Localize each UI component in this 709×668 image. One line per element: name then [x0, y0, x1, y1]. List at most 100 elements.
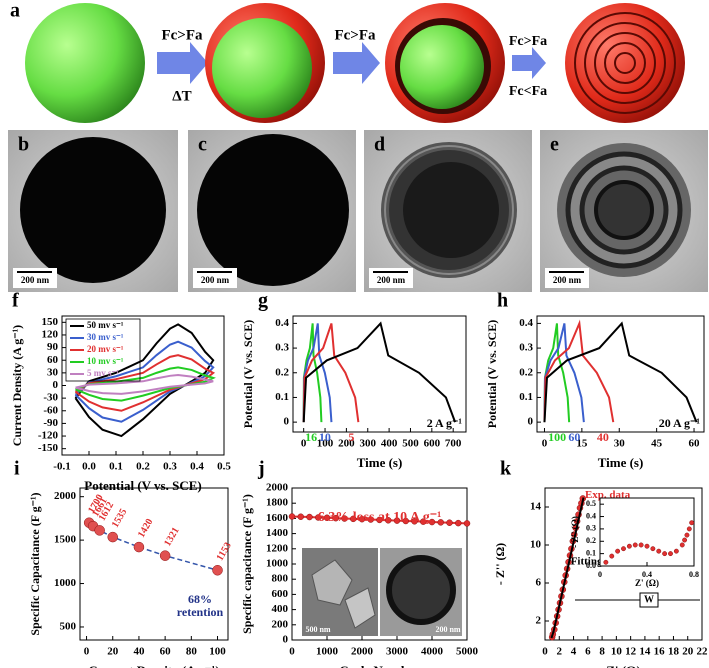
- step-label: Fc>Fa: [509, 34, 547, 49]
- x-tick-label: 20: [107, 646, 119, 658]
- data-point: [603, 559, 609, 565]
- legend-label: 50 mv s⁻¹: [87, 320, 124, 330]
- x-axis-label: Time (s): [357, 455, 403, 470]
- data-point: [682, 537, 688, 543]
- step-label: Fc<Fa: [509, 84, 547, 99]
- x-axis-label: Potential (V vs. SCE): [84, 478, 201, 493]
- data-point: [376, 516, 383, 524]
- x-tick-label: 0.3: [163, 461, 177, 473]
- x-tick-label: 4000: [421, 646, 444, 658]
- x-tick-label: 0.8: [689, 570, 699, 579]
- y-tick-label: 0: [283, 634, 289, 646]
- x-tick-label: 700: [445, 438, 462, 450]
- data-point: [662, 551, 668, 557]
- ring: [614, 52, 636, 74]
- annotation: retention: [177, 605, 224, 619]
- panel-label: a: [10, 0, 20, 22]
- x-tick-label: 3000: [386, 646, 409, 658]
- y-tick-label: 2000: [266, 482, 289, 494]
- plot-frame: [544, 487, 703, 641]
- x-tick-label: 6: [585, 646, 591, 658]
- y-tick-label: 0.4: [586, 511, 596, 520]
- series-line: [74, 323, 215, 438]
- y-tick-label: 400: [272, 603, 289, 615]
- y-tick-label: 600: [272, 588, 289, 600]
- y-axis-label: Potential (V vs. SCE): [241, 320, 255, 428]
- arrow: [512, 47, 546, 79]
- x-axis-label: Z' (Ω): [635, 578, 659, 588]
- x-tick-label: 1000: [316, 646, 339, 658]
- x-axis-label: Time (s): [598, 455, 644, 470]
- y-tick-label: 10: [530, 539, 542, 551]
- y-tick-label: 200: [272, 618, 289, 630]
- y-tick-label: 0.2: [275, 366, 289, 378]
- data-point: [159, 550, 171, 561]
- series-line: [302, 323, 360, 423]
- y-tick-label: 2000: [54, 490, 77, 502]
- core: [212, 18, 312, 118]
- panel-label: k: [500, 458, 512, 480]
- x-tick-label: 400: [381, 438, 398, 450]
- data-point: [288, 513, 296, 520]
- y-tick-label: 1000: [266, 558, 289, 570]
- x-tick-label: 200: [338, 438, 355, 450]
- series-line: [550, 497, 585, 639]
- scale-bar-label: 500 nm: [305, 625, 330, 634]
- x-tick-label: 20: [682, 646, 694, 658]
- scale-bar-label: 200 nm: [201, 275, 230, 285]
- ring: [574, 12, 676, 114]
- y-tick-label: 0.1: [586, 548, 596, 557]
- y-tick-label: -30: [43, 392, 58, 404]
- x-tick-label: 600: [424, 438, 441, 450]
- data-point: [402, 517, 409, 525]
- y-tick-label: 120: [42, 328, 59, 340]
- x-tick-label: 5000: [456, 646, 479, 658]
- data-point: [615, 548, 621, 554]
- y-tick-label: 1800: [266, 497, 289, 509]
- x-tick-label: 100: [317, 438, 334, 450]
- panel-label: b: [18, 134, 29, 156]
- series-label: 20 A g⁻¹: [659, 416, 701, 430]
- series-label: 10: [319, 430, 331, 444]
- circuit-label: W: [644, 594, 654, 605]
- x-tick-label: 500: [402, 438, 419, 450]
- scale-bar-label: 200 nm: [377, 275, 406, 285]
- y-tick-label: 500: [60, 621, 77, 633]
- step-label: ΔT: [172, 88, 191, 104]
- data-point: [385, 517, 392, 524]
- y-tick-label: 1400: [266, 527, 289, 539]
- x-tick-label: 2: [557, 646, 563, 658]
- particle: [386, 555, 456, 625]
- panel-label: d: [374, 134, 385, 156]
- legend-frame: [65, 318, 141, 382]
- data-point: [650, 546, 656, 552]
- x-tick-label: 45: [651, 438, 663, 450]
- y-tick-label: 0.2: [586, 536, 596, 545]
- core: [403, 162, 499, 258]
- plot-frame: [292, 315, 467, 433]
- series-line: [74, 354, 216, 412]
- y-tick-label: 0.1: [275, 391, 289, 403]
- x-tick-label: 0.0: [82, 461, 96, 473]
- data-point: [358, 515, 366, 523]
- x-tick-label: 16: [654, 646, 666, 658]
- data-point: [679, 542, 685, 548]
- y-tick-label: 1500: [54, 534, 77, 546]
- x-tick-label: 100: [209, 646, 226, 658]
- y-tick-label: 0.3: [586, 524, 596, 533]
- series-line: [88, 522, 218, 571]
- legend-label: 20 mv s⁻¹: [87, 344, 124, 354]
- series-label: 40: [597, 430, 609, 444]
- data-point: [684, 532, 690, 538]
- panel-label: j: [257, 458, 265, 480]
- y-tick-label: 1000: [54, 577, 77, 589]
- series-label: 5: [348, 430, 354, 444]
- x-tick-label: 0: [542, 646, 548, 658]
- data-point: [411, 518, 418, 525]
- y-tick-label: 0: [284, 416, 290, 428]
- series-line: [74, 340, 215, 423]
- x-tick-label: 60: [689, 438, 701, 450]
- annotation: 6.3% loss at 10 A g⁻¹: [318, 510, 442, 525]
- y-tick-label: 150: [42, 316, 59, 328]
